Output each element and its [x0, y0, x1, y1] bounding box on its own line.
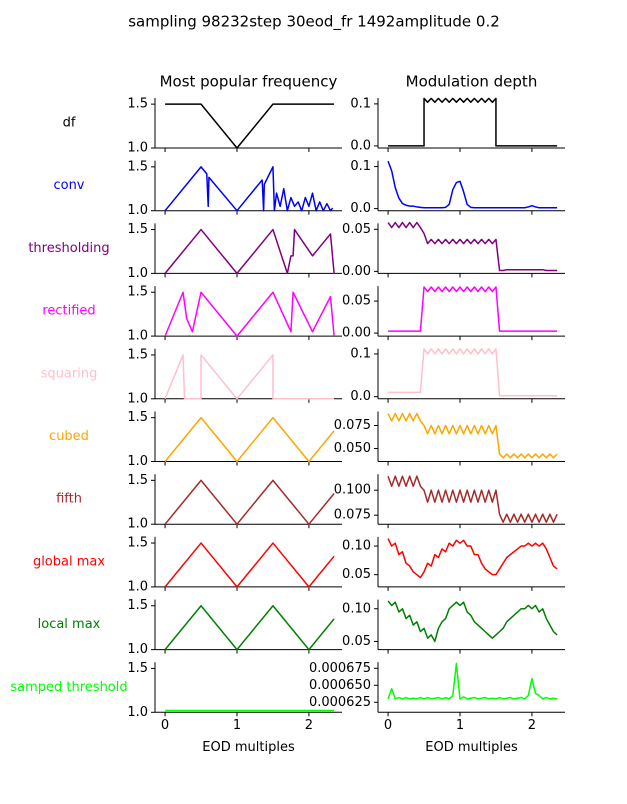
y-tick-label: 0.075 [334, 418, 371, 433]
x-axis-label: EOD multiples [202, 740, 295, 755]
x-tick-label: 1 [233, 718, 241, 733]
x-tick-label: 1 [456, 718, 464, 733]
y-tick-label: 1.5 [127, 410, 148, 425]
row-label: df [63, 116, 76, 131]
y-tick-label: 1.5 [127, 473, 148, 488]
y-tick-label: 1.0 [127, 266, 148, 281]
row-label: global max [33, 554, 105, 569]
axes-title: Modulation depth [406, 73, 538, 91]
line [387, 160, 558, 209]
y-tick-label: 1.0 [127, 705, 148, 720]
line [164, 228, 335, 275]
x-tick-label: 2 [305, 718, 313, 733]
row-label: rectified [42, 304, 95, 319]
y-tick-label: 1.0 [127, 517, 148, 532]
y-tick-label: 0.100 [334, 483, 371, 498]
y-tick-label: 0.05 [342, 567, 371, 582]
y-tick-label: 1.5 [127, 347, 148, 362]
y-tick-label: 0.10 [342, 539, 371, 554]
y-tick-label: 0.00 [342, 326, 371, 341]
y-tick-label: 1.0 [127, 454, 148, 469]
x-tick-label: 0 [161, 718, 169, 733]
x-axis-label: EOD multiples [425, 740, 518, 755]
row-label: local max [38, 617, 101, 632]
row-label: thresholding [28, 241, 109, 256]
y-tick-label: 1.0 [127, 642, 148, 657]
y-tick-label: 1.5 [127, 159, 148, 174]
y-tick-label: 1.5 [127, 661, 148, 676]
y-tick-label: 0.1 [350, 159, 371, 174]
row-label: fifth [56, 492, 82, 507]
y-tick-label: 0.10 [342, 601, 371, 616]
row-label: squaring [41, 366, 98, 381]
y-tick-label: 0.000625 [309, 695, 371, 710]
line [387, 412, 558, 459]
y-tick-label: 0.05 [342, 294, 371, 309]
y-tick-label: 1.0 [127, 579, 148, 594]
y-tick-label: 1.5 [127, 536, 148, 551]
figure-title: sampling 98232step 30eod_fr 1492amplitud… [128, 13, 500, 32]
y-tick-label: 0.050 [334, 441, 371, 456]
line [164, 291, 335, 337]
y-tick-label: 0.1 [350, 96, 371, 111]
line [164, 542, 335, 588]
line [387, 538, 558, 579]
line [387, 475, 558, 523]
row-label: cubed [49, 429, 89, 444]
y-tick-label: 0.0 [350, 389, 371, 404]
y-tick-label: 1.0 [127, 329, 148, 344]
y-tick-label: 0.1 [350, 346, 371, 361]
y-tick-label: 0.000650 [309, 678, 371, 693]
line [164, 354, 335, 400]
line [387, 600, 558, 643]
x-tick-label: 2 [528, 718, 536, 733]
y-tick-label: 1.5 [127, 222, 148, 237]
y-tick-label: 1.5 [127, 598, 148, 613]
axes-title: Most popular frequency [160, 73, 338, 91]
y-tick-label: 0.05 [342, 222, 371, 237]
line [388, 97, 558, 147]
y-tick-label: 0.000675 [309, 661, 371, 676]
x-tick-label: 0 [384, 718, 392, 733]
line [388, 286, 558, 332]
y-tick-label: 1.0 [127, 141, 148, 156]
y-tick-label: 0.075 [334, 508, 371, 523]
line [164, 604, 335, 651]
line [387, 662, 558, 700]
y-tick-label: 1.0 [127, 203, 148, 218]
y-tick-label: 0.0 [350, 201, 371, 216]
y-tick-label: 1.5 [127, 97, 148, 112]
line [164, 479, 335, 525]
line [165, 103, 335, 149]
y-tick-label: 1.0 [127, 391, 148, 406]
line [388, 348, 558, 397]
y-tick-label: 0.05 [342, 634, 371, 649]
line [164, 166, 334, 212]
line [164, 416, 335, 463]
row-label: conv [53, 178, 84, 193]
y-tick-label: 0.0 [350, 138, 371, 153]
y-tick-label: 0.00 [342, 264, 371, 279]
row-label: samped threshold [10, 680, 127, 695]
y-tick-label: 1.5 [127, 285, 148, 300]
line [387, 221, 558, 272]
